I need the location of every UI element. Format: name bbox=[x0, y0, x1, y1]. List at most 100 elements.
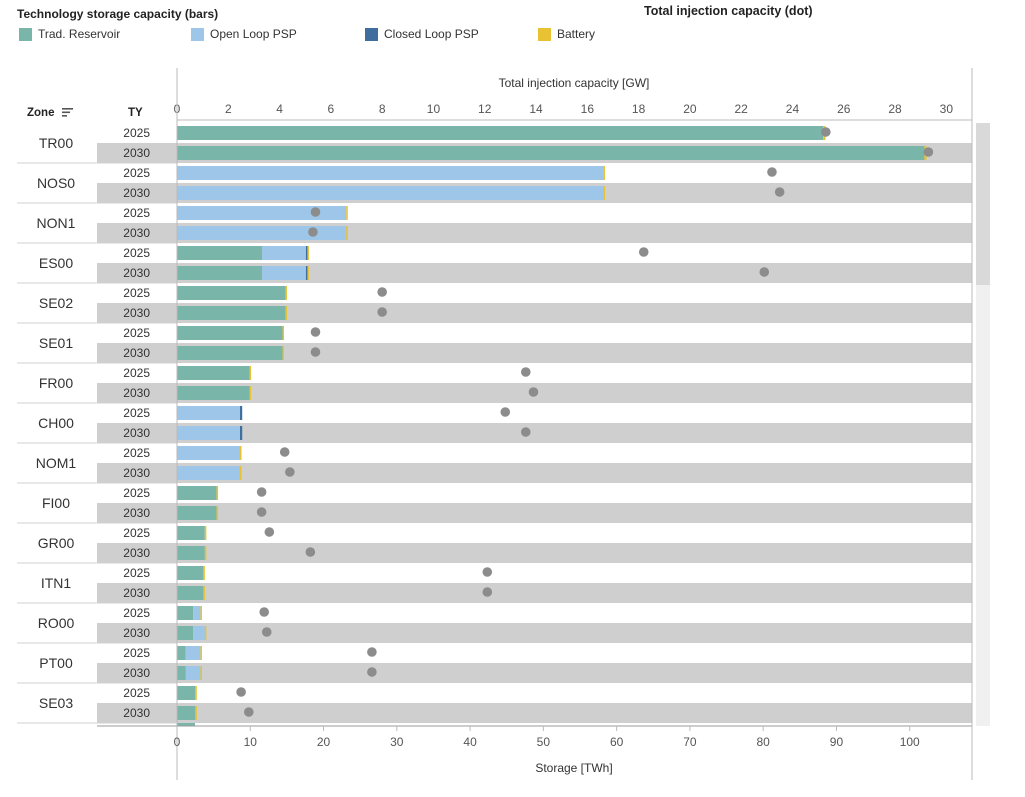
bar-segment-closed-loop-psp bbox=[305, 266, 308, 280]
bar-segment-trad-reservoir bbox=[177, 126, 824, 140]
dot-legend-title: Total injection capacity (dot) bbox=[644, 4, 813, 18]
bar-segment-battery bbox=[203, 586, 205, 600]
zone-label: CH00 bbox=[38, 415, 74, 431]
bar-segment-battery bbox=[240, 466, 242, 480]
legend-item-battery[interactable]: Battery bbox=[538, 27, 595, 41]
top-tick-label: 10 bbox=[427, 102, 441, 116]
row-band bbox=[177, 643, 972, 663]
row-band bbox=[177, 203, 972, 223]
ty-label: 2025 bbox=[123, 566, 150, 580]
zone-label: NOM1 bbox=[36, 455, 77, 471]
bottom-tick-label: 70 bbox=[683, 735, 697, 749]
bar-segment-battery bbox=[282, 326, 285, 340]
bottom-tick-label: 10 bbox=[244, 735, 258, 749]
zone-label: ES00 bbox=[39, 255, 73, 271]
partial-bar bbox=[177, 723, 195, 726]
bottom-tick-label: 0 bbox=[174, 735, 181, 749]
bar-segment-battery bbox=[195, 686, 197, 700]
bar-segment-closed-loop-psp bbox=[240, 426, 243, 440]
bar-segment-battery bbox=[203, 566, 205, 580]
ty-label: 2030 bbox=[123, 346, 150, 360]
bar-segment-open-loop-psp bbox=[177, 426, 241, 440]
bar-segment-trad-reservoir bbox=[177, 486, 217, 500]
ty-label: 2030 bbox=[123, 666, 150, 680]
row-band bbox=[177, 363, 972, 383]
ty-label: 2030 bbox=[123, 506, 150, 520]
ty-label: 2025 bbox=[123, 606, 150, 620]
row-band bbox=[177, 563, 972, 583]
bottom-tick-label: 60 bbox=[610, 735, 624, 749]
scrollbar-thumb[interactable] bbox=[976, 123, 990, 285]
ty-label: 2025 bbox=[123, 326, 150, 340]
bar-segment-battery bbox=[285, 286, 287, 300]
injection-dot bbox=[767, 167, 777, 177]
top-tick-label: 22 bbox=[735, 102, 749, 116]
bar-segment-open-loop-psp bbox=[177, 166, 604, 180]
bar-segment-trad-reservoir bbox=[177, 286, 286, 300]
bar-segment-trad-reservoir bbox=[177, 386, 250, 400]
bar-segment-trad-reservoir bbox=[177, 266, 262, 280]
bar-segment-trad-reservoir bbox=[177, 506, 217, 520]
row-band bbox=[97, 303, 972, 323]
injection-dot bbox=[377, 287, 387, 297]
ty-label: 2025 bbox=[123, 486, 150, 500]
legend-item-trad-reservoir[interactable]: Trad. Reservoir bbox=[19, 27, 120, 41]
top-axis-title: Total injection capacity [GW] bbox=[499, 76, 650, 90]
legend-swatch-open bbox=[191, 27, 204, 41]
row-band bbox=[177, 443, 972, 463]
ty-label: 2025 bbox=[123, 206, 150, 220]
ty-label: 2030 bbox=[123, 546, 150, 560]
injection-dot bbox=[259, 607, 269, 617]
top-tick-label: 30 bbox=[940, 102, 954, 116]
bar-segment-battery bbox=[200, 606, 202, 620]
injection-dot bbox=[305, 547, 316, 557]
row-band bbox=[177, 243, 972, 263]
injection-dot bbox=[528, 387, 539, 397]
injection-dot bbox=[264, 527, 275, 537]
legend-item-closed-loop-psp[interactable]: Closed Loop PSP bbox=[365, 27, 479, 41]
legend-swatch-battery bbox=[538, 27, 551, 41]
ty-label: 2030 bbox=[123, 386, 150, 400]
bar-segment-trad-reservoir bbox=[177, 346, 283, 360]
row-band bbox=[97, 463, 972, 483]
bar-segment-battery bbox=[307, 266, 309, 280]
ty-label: 2025 bbox=[123, 526, 150, 540]
bar-segment-battery bbox=[307, 246, 309, 260]
row-band bbox=[177, 683, 972, 703]
ty-label: 2025 bbox=[123, 446, 150, 460]
bar-segment-battery bbox=[346, 226, 348, 240]
bar-segment-battery bbox=[204, 546, 207, 560]
legend-item-open-loop-psp[interactable]: Open Loop PSP bbox=[191, 27, 297, 41]
top-tick-label: 28 bbox=[888, 102, 902, 116]
top-tick-label: 2 bbox=[225, 102, 232, 116]
bar-segment-open-loop-psp bbox=[177, 186, 604, 200]
injection-dot bbox=[520, 427, 531, 437]
top-tick-label: 18 bbox=[632, 102, 646, 116]
legend-label-open: Open Loop PSP bbox=[210, 27, 297, 41]
bar-segment-battery bbox=[285, 306, 287, 320]
bar-segment-battery bbox=[603, 166, 605, 180]
injection-dot bbox=[367, 667, 377, 677]
bottom-tick-label: 90 bbox=[830, 735, 844, 749]
vertical-scrollbar[interactable] bbox=[976, 123, 990, 726]
ty-label: 2030 bbox=[123, 706, 150, 720]
sort-icon[interactable] bbox=[62, 107, 74, 118]
legend-label-trad: Trad. Reservoir bbox=[38, 27, 121, 41]
zone-column-header[interactable]: Zone bbox=[27, 107, 55, 119]
zone-label: TR00 bbox=[39, 135, 73, 151]
injection-dot bbox=[774, 187, 785, 197]
bar-segment-open-loop-psp bbox=[177, 206, 347, 220]
injection-dot bbox=[310, 327, 321, 337]
bottom-tick-label: 30 bbox=[390, 735, 404, 749]
legend-label-closed: Closed Loop PSP bbox=[384, 27, 479, 41]
bar-segment-trad-reservoir bbox=[177, 146, 925, 160]
injection-dot bbox=[377, 307, 387, 317]
legend-label-battery: Battery bbox=[557, 27, 596, 41]
injection-dot bbox=[638, 247, 649, 257]
injection-dot bbox=[236, 687, 246, 697]
injection-dot bbox=[310, 347, 321, 357]
bar-segment-open-loop-psp bbox=[193, 606, 201, 620]
bar-segment-battery bbox=[603, 186, 605, 200]
ty-label: 2030 bbox=[123, 146, 150, 160]
ty-label: 2025 bbox=[123, 366, 150, 380]
